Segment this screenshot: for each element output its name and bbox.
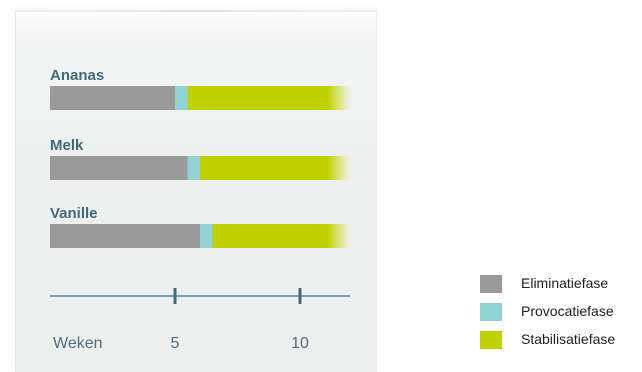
bar-vanille-eliminatiefase bbox=[50, 224, 200, 248]
x-axis-label: Weken bbox=[53, 335, 103, 352]
chart-panel bbox=[15, 10, 377, 372]
bars-layer bbox=[50, 86, 350, 248]
legend-label-stabilisatiefase: Stabilisatiefase bbox=[521, 331, 616, 347]
bar-fade-vanille bbox=[328, 224, 350, 248]
x-axis: 5 10 Weken bbox=[50, 288, 350, 352]
bar-fade-melk bbox=[328, 156, 350, 180]
bar-vanille-stabilisatiefase bbox=[212, 224, 350, 248]
bar-vanille-provocatiefase bbox=[200, 224, 213, 248]
legend-item-eliminatiefase: Eliminatiefase bbox=[480, 272, 642, 300]
bar-melk-stabilisatiefase bbox=[200, 156, 350, 180]
legend-item-provocatiefase: Provocatiefase bbox=[480, 300, 642, 328]
legend-label-provocatiefase: Provocatiefase bbox=[521, 303, 614, 319]
legend-label-eliminatiefase: Eliminatiefase bbox=[521, 275, 609, 291]
category-label-melk: Melk bbox=[50, 137, 84, 154]
legend-item-stabilisatiefase: Stabilisatiefase bbox=[480, 328, 642, 356]
bar-ananas-provocatiefase bbox=[175, 86, 188, 110]
legend-swatch-provocatiefase bbox=[480, 303, 502, 321]
bar-ananas-eliminatiefase bbox=[50, 86, 175, 110]
legend-swatch-stabilisatiefase bbox=[480, 331, 502, 349]
category-label-ananas: Ananas bbox=[50, 67, 104, 84]
category-labels-layer: Ananas Melk Vanille bbox=[50, 67, 104, 222]
legend: Eliminatiefase Provocatiefase Stabilisatie… bbox=[480, 272, 642, 356]
bar-fade-ananas bbox=[328, 86, 350, 110]
bar-ananas-stabilisatiefase bbox=[187, 86, 350, 110]
x-tick-label-10: 10 bbox=[291, 335, 309, 352]
legend-swatch-eliminatiefase bbox=[480, 275, 502, 293]
x-tick-label-5: 5 bbox=[171, 335, 180, 352]
bar-melk-provocatiefase bbox=[187, 156, 200, 180]
bar-melk-eliminatiefase bbox=[50, 156, 188, 180]
category-label-vanille: Vanille bbox=[50, 205, 98, 222]
